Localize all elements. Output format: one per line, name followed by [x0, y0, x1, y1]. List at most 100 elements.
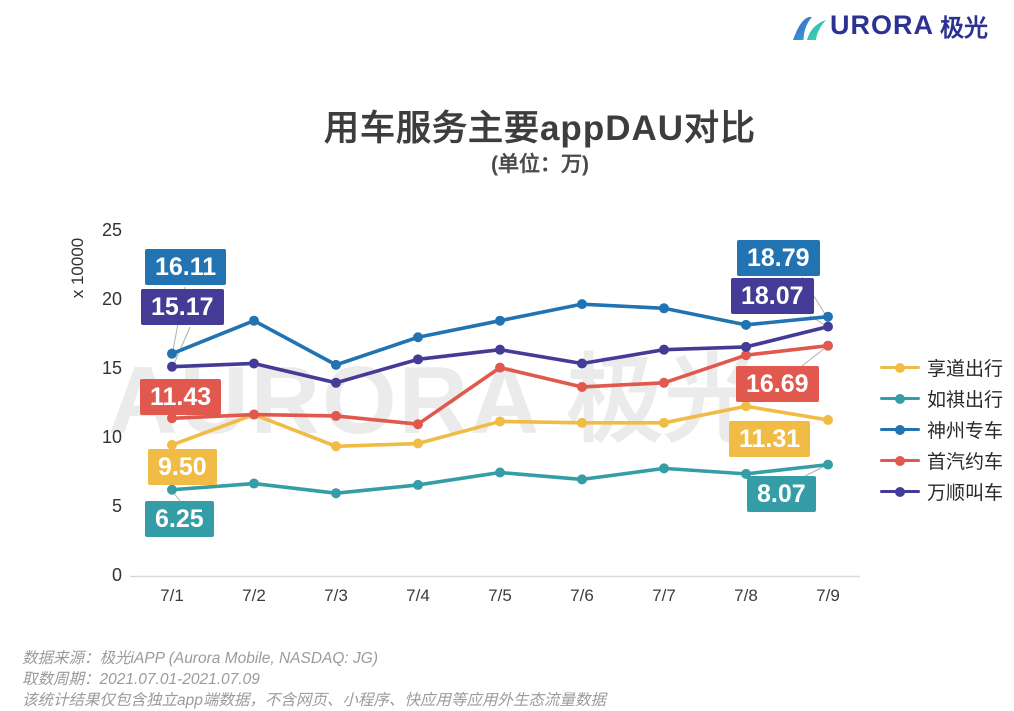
data-point	[413, 332, 423, 343]
series-line-万顺叫车	[170, 324, 830, 385]
data-point	[413, 354, 423, 365]
x-tick-label: 7/6	[570, 586, 594, 605]
value-label-如祺出行-7/1: 6.25	[145, 501, 214, 537]
x-tick-label: 7/9	[816, 586, 840, 605]
data-point	[331, 441, 341, 452]
label-leader-line	[173, 326, 191, 365]
data-point	[331, 359, 341, 370]
data-point	[741, 319, 751, 330]
x-tick-label: 7/3	[324, 586, 348, 605]
data-point	[659, 463, 669, 474]
data-point	[577, 474, 587, 485]
y-tick-label: 20	[101, 289, 122, 309]
value-label-神州专车-7/1: 16.11	[145, 249, 227, 285]
y-tick-label: 0	[111, 565, 122, 585]
data-source-line: 数据来源：极光iAPP (Aurora Mobile, NASDAQ: JG)	[22, 650, 378, 667]
legend-label: 如祺出行	[927, 390, 1004, 411]
data-point	[249, 358, 259, 369]
legend-item-如祺出行: 如祺出行	[880, 383, 1003, 414]
data-point	[495, 416, 505, 427]
aurora-logo-icon	[793, 16, 826, 40]
data-point	[249, 478, 259, 489]
data-point	[823, 459, 833, 470]
data-point	[495, 344, 505, 355]
x-tick-label: 7/7	[652, 586, 676, 605]
data-point	[167, 413, 177, 424]
data-point	[741, 350, 751, 361]
brand-name-cn: 极光	[940, 15, 988, 42]
legend-marker-icon	[880, 362, 920, 373]
legend-item-首汽约车: 首汽约车	[880, 445, 1003, 476]
page-title: 用车服务主要appDAU对比	[323, 109, 757, 148]
line-chart-plot	[130, 276, 860, 578]
legend-item-神州专车: 神州专车	[880, 414, 1003, 445]
data-point	[495, 362, 505, 373]
footer-notes: 数据来源：极光iAPP (Aurora Mobile, NASDAQ: JG) …	[22, 648, 606, 711]
data-point	[495, 315, 505, 326]
legend-item-享道出行: 享道出行	[880, 352, 1003, 383]
brand-name: URORA	[830, 10, 934, 40]
value-label-神州专车-7/9: 18.79	[737, 240, 820, 276]
data-point	[659, 303, 669, 314]
series-line-神州专车	[170, 302, 830, 367]
data-point	[577, 358, 587, 369]
label-leader-line	[804, 465, 826, 477]
data-point	[167, 484, 177, 495]
label-leader-line	[801, 347, 826, 367]
data-point	[413, 438, 423, 449]
data-point	[413, 479, 423, 490]
x-tick-label: 7/4	[406, 586, 430, 605]
data-point	[741, 401, 751, 412]
data-point	[823, 340, 833, 351]
legend-label: 享道出行	[927, 359, 1004, 380]
y-tick-label: 15	[101, 358, 122, 378]
data-point	[823, 414, 833, 425]
brand-logo: URORA 极光	[790, 8, 988, 43]
legend-marker-icon	[880, 393, 920, 404]
legend-marker-icon	[880, 486, 920, 497]
data-point	[659, 344, 669, 355]
data-point	[659, 377, 669, 388]
legend-item-万顺叫车: 万顺叫车	[880, 476, 1003, 507]
data-point	[331, 410, 341, 421]
data-point	[413, 419, 423, 430]
data-point	[659, 417, 669, 428]
data-point	[741, 341, 751, 352]
x-tick-label: 7/8	[734, 586, 758, 605]
value-label-享道出行-7/9: 11.31	[729, 421, 811, 457]
data-point	[331, 488, 341, 499]
legend-label: 首汽约车	[927, 452, 1004, 473]
value-label-万顺叫车-7/9: 18.07	[731, 278, 814, 314]
data-period-line: 取数周期：2021.07.01-2021.07.09	[22, 671, 260, 688]
legend-label: 万顺叫车	[927, 483, 1004, 504]
legend-label: 神州专车	[927, 421, 1004, 442]
data-point	[577, 417, 587, 428]
data-point	[167, 348, 177, 359]
value-label-首汽约车-7/1: 11.43	[140, 379, 222, 415]
value-label-享道出行-7/1: 9.50	[148, 449, 217, 485]
value-label-首汽约车-7/9: 16.69	[736, 366, 819, 402]
x-tick-label: 7/5	[488, 586, 512, 605]
data-point	[823, 311, 833, 322]
value-label-如祺出行-7/9: 8.07	[747, 476, 816, 512]
y-tick-label: 10	[101, 427, 122, 447]
legend-marker-icon	[880, 424, 920, 435]
chart-legend: 享道出行如祺出行神州专车首汽约车万顺叫车	[880, 352, 1003, 507]
data-point	[823, 321, 833, 332]
value-label-万顺叫车-7/1: 15.17	[141, 289, 224, 325]
series-line-首汽约车	[170, 343, 830, 426]
x-tick-label: 7/1	[160, 586, 184, 605]
data-point	[167, 439, 177, 450]
x-tick-label: 7/2	[242, 586, 266, 605]
data-point	[167, 361, 177, 372]
page-subtitle: (单位：万)	[491, 153, 589, 176]
y-tick-label: 25	[101, 220, 122, 240]
data-point	[331, 377, 341, 388]
data-point	[249, 315, 259, 326]
data-point	[577, 381, 587, 392]
legend-marker-icon	[880, 455, 920, 466]
y-tick-label: 5	[111, 496, 122, 516]
data-point	[495, 467, 505, 478]
data-point	[249, 409, 259, 420]
data-point	[577, 299, 587, 310]
